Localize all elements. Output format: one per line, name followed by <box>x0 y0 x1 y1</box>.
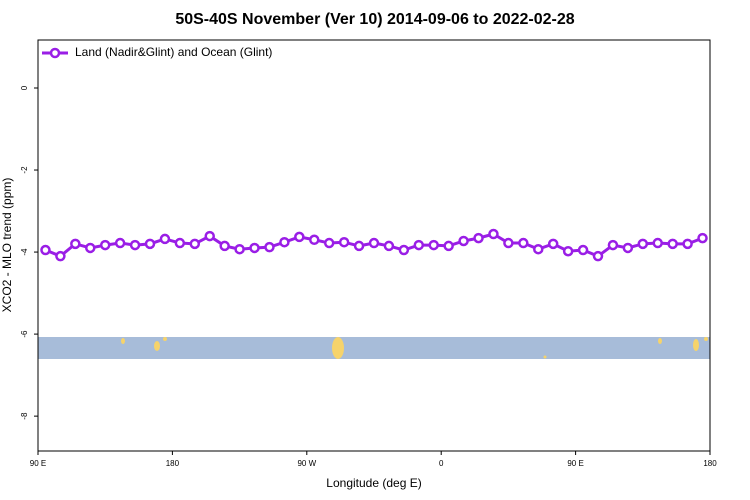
y-tick-label: 0 <box>20 85 29 90</box>
data-point <box>652 237 663 249</box>
y-tick-label: -6 <box>20 330 29 338</box>
data-point <box>697 232 708 244</box>
data-point <box>40 244 51 256</box>
data-point <box>264 241 275 253</box>
data-point <box>323 237 335 249</box>
data-point <box>189 238 201 250</box>
data-point <box>338 236 350 248</box>
data-point <box>368 237 380 249</box>
data-point <box>70 238 81 250</box>
data-point <box>279 236 290 248</box>
data-point <box>607 239 619 251</box>
x-tick-label: 180 <box>703 459 717 468</box>
x-tick-label: 0 <box>439 459 444 468</box>
data-point <box>547 238 559 250</box>
x-tick-label: 180 <box>166 459 180 468</box>
y-tick-label: -2 <box>20 166 29 174</box>
data-point <box>682 238 693 250</box>
data-point <box>234 243 245 255</box>
x-axis-label: Longitude (deg E) <box>326 476 421 490</box>
data-point <box>204 230 215 242</box>
data-point <box>309 234 320 246</box>
data-point <box>577 244 589 256</box>
y-tick-label: -8 <box>20 412 29 420</box>
data-point <box>443 240 454 252</box>
data-point <box>488 228 499 240</box>
data-point <box>622 242 634 254</box>
data-point <box>99 239 111 251</box>
data-point <box>144 238 156 250</box>
data-point <box>129 239 141 251</box>
data-point <box>353 240 365 252</box>
data-point <box>413 239 425 251</box>
data-point <box>219 240 230 252</box>
data-point <box>428 239 439 251</box>
data-point <box>294 231 305 243</box>
data-point <box>458 235 469 247</box>
data-point <box>592 250 604 262</box>
y-tick-label: -4 <box>20 248 29 256</box>
data-point <box>398 244 410 256</box>
data-point <box>55 250 66 262</box>
data-point <box>114 237 126 249</box>
data-point <box>562 245 574 257</box>
data-point <box>85 242 96 254</box>
legend-label: Land (Nadir&Glint) and Ocean (Glint) <box>75 45 272 59</box>
data-point <box>518 237 529 249</box>
data-point <box>667 238 678 250</box>
x-tick-label: 90 W <box>297 459 316 468</box>
data-point <box>249 242 260 254</box>
data-point <box>174 237 186 249</box>
data-point <box>503 237 514 249</box>
data-point <box>473 232 484 244</box>
map-strip <box>38 337 710 359</box>
plot-frame <box>37 39 711 452</box>
data-point <box>637 238 649 250</box>
x-tick-label: 90 E <box>567 459 583 468</box>
y-axis-label: XCO2 - MLO trend (ppm) <box>0 178 14 313</box>
data-point <box>159 233 171 245</box>
data-point <box>383 240 395 252</box>
legend-marker <box>49 47 61 59</box>
x-tick-label: 90 E <box>30 459 46 468</box>
chart-title: 50S-40S November (Ver 10) 2014-09-06 to … <box>175 11 574 28</box>
data-point <box>533 243 544 255</box>
